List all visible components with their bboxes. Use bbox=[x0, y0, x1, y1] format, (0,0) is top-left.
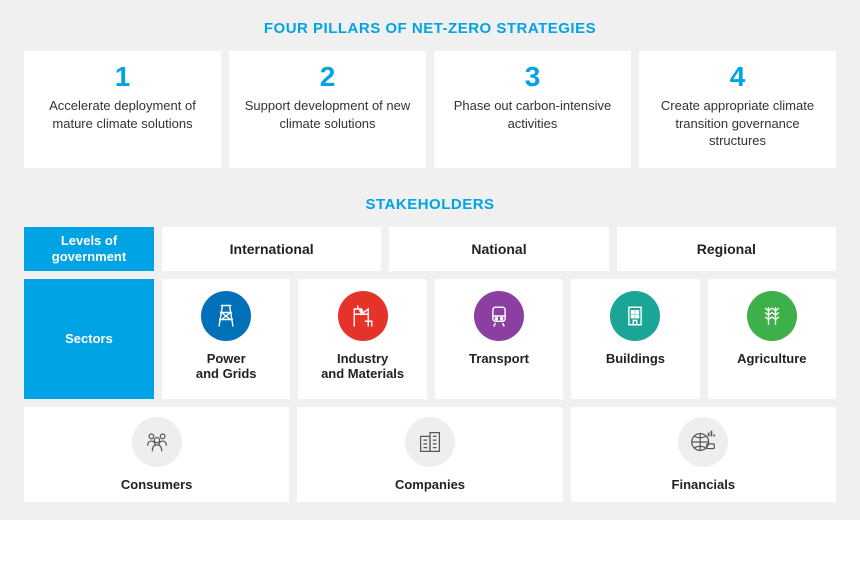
sector-label: Industryand Materials bbox=[321, 351, 404, 382]
sector-cell-agriculture: Agriculture bbox=[708, 279, 836, 399]
buildings-icon bbox=[610, 291, 660, 341]
financials-icon bbox=[678, 417, 728, 467]
actor-cell-consumers: Consumers bbox=[24, 407, 289, 503]
pillar-card: 2 Support development of new climate sol… bbox=[229, 51, 426, 168]
gov-levels-cells: International National Regional bbox=[162, 227, 836, 271]
consumers-icon bbox=[132, 417, 182, 467]
actor-label: Financials bbox=[672, 477, 736, 493]
sector-cell-power: Powerand Grids bbox=[162, 279, 290, 399]
gov-level-cell: National bbox=[389, 227, 608, 271]
pillar-text: Accelerate deployment of mature climate … bbox=[38, 97, 207, 132]
gov-levels-row: Levels of government International Natio… bbox=[24, 227, 836, 271]
agriculture-icon bbox=[747, 291, 797, 341]
infographic-container: FOUR PILLARS OF NET-ZERO STRATEGIES 1 Ac… bbox=[0, 0, 860, 520]
actors-row: Consumers Companies Financi bbox=[24, 407, 836, 503]
pillars-row: 1 Accelerate deployment of mature climat… bbox=[24, 51, 836, 168]
sectors-row: Sectors Powerand Grids Industryand Ma bbox=[24, 279, 836, 399]
sector-label: Transport bbox=[469, 351, 529, 367]
sector-cell-buildings: Buildings bbox=[571, 279, 699, 399]
actor-label: Companies bbox=[395, 477, 465, 493]
industry-icon bbox=[338, 291, 388, 341]
actor-cell-companies: Companies bbox=[297, 407, 562, 503]
pillar-card: 1 Accelerate deployment of mature climat… bbox=[24, 51, 221, 168]
sector-label: Powerand Grids bbox=[196, 351, 257, 382]
power-icon bbox=[201, 291, 251, 341]
companies-icon bbox=[405, 417, 455, 467]
pillar-number: 3 bbox=[448, 61, 617, 93]
pillars-title: FOUR PILLARS OF NET-ZERO STRATEGIES bbox=[24, 20, 836, 37]
pillar-number: 2 bbox=[243, 61, 412, 93]
sector-cell-transport: Transport bbox=[435, 279, 563, 399]
sectors-cells: Powerand Grids Industryand Materials bbox=[162, 279, 836, 399]
sector-label: Buildings bbox=[606, 351, 665, 367]
pillar-text: Support development of new climate solut… bbox=[243, 97, 412, 132]
pillar-card: 4 Create appropriate climate transition … bbox=[639, 51, 836, 168]
pillar-number: 1 bbox=[38, 61, 207, 93]
pillar-card: 3 Phase out carbon-intensive activities bbox=[434, 51, 631, 168]
gov-level-cell: Regional bbox=[617, 227, 836, 271]
pillar-text: Phase out carbon-intensive activities bbox=[448, 97, 617, 132]
gov-level-cell: International bbox=[162, 227, 381, 271]
actor-cell-financials: Financials bbox=[571, 407, 836, 503]
gov-levels-label: Levels of government bbox=[24, 227, 154, 271]
sector-label: Agriculture bbox=[737, 351, 806, 367]
sectors-label: Sectors bbox=[24, 279, 154, 399]
pillar-text: Create appropriate climate transition go… bbox=[653, 97, 822, 150]
pillar-number: 4 bbox=[653, 61, 822, 93]
sector-cell-industry: Industryand Materials bbox=[298, 279, 426, 399]
actor-label: Consumers bbox=[121, 477, 193, 493]
stakeholders-title: STAKEHOLDERS bbox=[24, 196, 836, 213]
transport-icon bbox=[474, 291, 524, 341]
